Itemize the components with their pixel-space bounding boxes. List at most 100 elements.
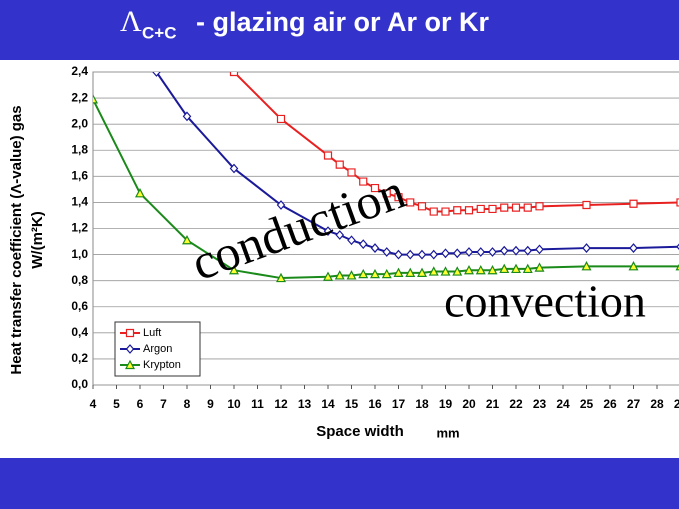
title-symbol: Λ [120,5,142,38]
marker [441,248,450,259]
x-tick-label: 12 [274,397,288,411]
x-tick-label: 21 [486,397,500,411]
y-tick-label: 0,0 [71,377,88,391]
marker [441,207,450,216]
marker [347,168,356,177]
marker [581,261,592,271]
marker [511,203,521,212]
marker [488,247,497,257]
x-tick-label: 14 [321,397,335,411]
x-tick-label: 25 [580,397,594,411]
x-axis-unit: mm [436,425,459,440]
x-tick-label: 8 [184,397,191,411]
marker [406,198,415,207]
y-tick-label: 0,2 [71,351,88,365]
x-tick-label: 7 [160,397,167,411]
x-tick-label: 13 [298,397,312,411]
x-tick-label: 15 [345,397,359,411]
annotation: convection [444,276,646,327]
marker [499,263,510,274]
marker [276,272,286,283]
marker [535,244,544,255]
marker [382,189,391,198]
y-tick-label: 1,8 [71,142,88,156]
marker [229,163,239,174]
bottom-band [0,458,679,509]
legend-marker [125,344,135,354]
marker [394,249,403,260]
y-tick-label: 1,4 [71,195,88,209]
marker [323,271,333,281]
y-axis-label: Heat transfer coefficient (Λ-value) gas [8,105,25,374]
marker [394,193,403,202]
marker [370,243,380,253]
marker [335,160,344,169]
marker [475,264,486,275]
marker [452,266,463,276]
marker [276,200,286,210]
y-tick-label: 0,4 [71,325,88,339]
marker [464,206,474,215]
legend-marker [125,359,135,370]
x-tick-label: 20 [462,397,476,411]
x-tick-label: 18 [415,397,429,411]
x-tick-label: 4 [90,397,97,411]
marker [417,202,427,211]
marker [229,72,239,77]
x-tick-label: 26 [603,397,617,411]
marker [535,202,544,211]
x-tick-label: 28 [650,397,664,411]
x-tick-label: 16 [368,397,382,411]
marker [499,245,509,256]
marker [629,243,638,253]
marker [500,203,509,212]
marker [346,270,357,280]
marker [464,247,474,257]
x-tick-label: 5 [113,397,120,411]
marker [182,234,192,245]
marker [522,263,533,274]
marker [417,249,427,260]
marker [393,267,404,277]
marker [582,200,591,210]
y-tick-label: 0,6 [71,299,88,313]
marker [370,268,380,279]
marker [152,72,161,77]
y-axis-unit: W/(m²K) [29,211,46,268]
x-tick-label: 9 [207,397,214,411]
x-tick-label: 11 [251,397,264,411]
marker [276,114,286,124]
marker [347,235,356,246]
x-tick-label: 23 [533,397,547,411]
marker [334,270,345,280]
y-tick-label: 1,0 [71,247,88,261]
x-tick-label: 22 [509,397,523,411]
marker [405,267,416,277]
marker [476,204,485,214]
x-tick-label: 6 [137,397,144,411]
x-tick-label: 27 [627,397,641,411]
marker [182,111,192,122]
x-tick-label: 24 [556,397,570,411]
marker [93,94,98,104]
x-tick-label: 10 [227,397,241,411]
marker [582,243,591,253]
marker [381,268,392,279]
legend-label: Luft [143,327,161,339]
marker [534,262,545,272]
marker [628,261,639,271]
marker [358,239,368,250]
title-subscript: C+C [142,23,176,42]
marker [229,264,239,275]
marker [370,183,380,193]
marker [405,249,415,260]
y-tick-label: 0,8 [71,273,88,287]
marker [487,264,498,275]
x-tick-label: 29 [674,397,679,411]
marker [511,263,521,274]
marker [629,199,638,208]
y-tick-label: 2,2 [71,90,88,104]
y-tick-label: 1,6 [71,169,88,183]
marker [523,245,533,256]
